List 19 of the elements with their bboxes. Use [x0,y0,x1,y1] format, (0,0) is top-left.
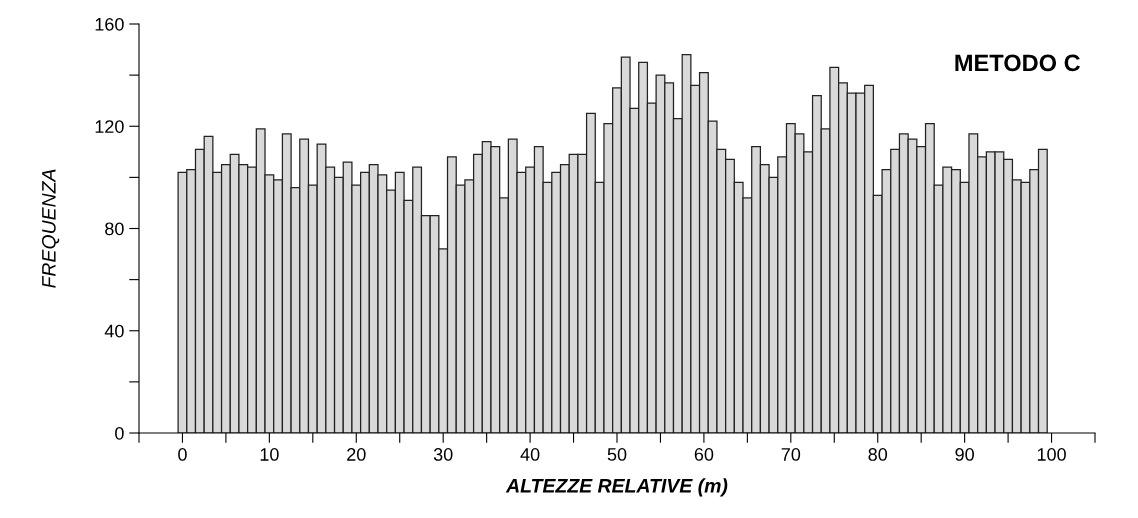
x-tick-label: 90 [955,448,974,461]
x-tick-label: 100 [1037,448,1066,461]
x-axis-title: ALTEZZE RELATIVE (m) [505,478,728,497]
x-tick-label: 30 [433,448,453,461]
y-tick-label: 120 [95,120,124,133]
x-tick-label: 80 [868,448,888,461]
x-tick-label: 10 [260,448,279,461]
y-axis-title: FREQUENZA [41,169,60,288]
x-tick-label: 40 [520,448,540,461]
x-tick-label: 70 [781,448,801,461]
x-tick-label: 0 [178,448,187,461]
x-tick-label: 60 [694,448,714,461]
y-tick-label: 0 [115,426,124,440]
x-tick-label: 50 [607,448,627,461]
text: METODO C [955,54,1081,72]
y-tick-label: 80 [105,222,124,236]
y-tick-label: 40 [104,324,124,338]
y-tick-label: 160 [95,17,124,31]
x-tick-label: 20 [347,448,366,461]
